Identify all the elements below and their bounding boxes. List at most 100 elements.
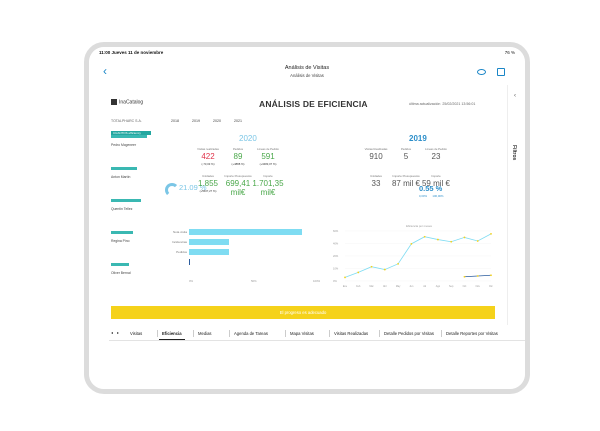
- kpi-card-2019: Visitas Realizadas 910: [359, 147, 393, 161]
- series-point[interactable]: [397, 262, 399, 265]
- battery-text: 76 %: [504, 50, 515, 55]
- kpi-sub: (+3483,07 %): [259, 162, 277, 166]
- y-tick-label: 40%: [333, 242, 339, 246]
- tab-mapa-visitas[interactable]: Mapa Visitas: [290, 331, 314, 336]
- kpi-label: Importe Presupuestos: [224, 174, 252, 178]
- kpi-label: Importe: [431, 174, 441, 178]
- tablet-frame: 11:00 Jueves 11 de noviembre 76 % ‹ Anál…: [84, 42, 530, 394]
- kpi-label: Visitas realizadas: [197, 147, 219, 151]
- kpi-value: 910: [369, 152, 383, 161]
- series-point[interactable]: [476, 275, 479, 277]
- active-person-badge[interactable]: CUANTOS efficiency: [111, 131, 151, 135]
- tab-separator: [193, 330, 194, 337]
- hbar: [189, 259, 191, 265]
- tab-visitas-realizadas[interactable]: Visitas Realizadas: [334, 331, 369, 336]
- series-point[interactable]: [410, 242, 413, 245]
- tab-agenda-de-tareas[interactable]: Agenda de Tareas: [234, 331, 268, 336]
- pct-2019-scale: 0,00% 100,00%: [419, 194, 459, 198]
- series-point[interactable]: [450, 240, 453, 243]
- efficiency-pct-2020: 21.09 %: [179, 183, 207, 192]
- kpi-value: 23: [431, 152, 441, 161]
- hbar: Visitas: [189, 229, 302, 243]
- kpi-value: 1.701,35 mil€: [252, 179, 284, 197]
- person-item[interactable]: Regina Pino: [111, 227, 159, 259]
- page-tabs: ◂ ▸ Visitas Eficiencia Medias Agenda de Tarea…: [109, 327, 525, 341]
- hbar-tick: 50%: [251, 279, 257, 283]
- year-2021[interactable]: 2021: [234, 119, 242, 123]
- kpi-value: 1.855: [197, 179, 219, 188]
- tab-scroll-left-icon[interactable]: ◂: [111, 330, 114, 335]
- year-2020[interactable]: 2020: [213, 119, 221, 123]
- report-canvas: InaCatalog ANÁLISIS DE EFICIENCIA última…: [109, 97, 503, 321]
- person-item[interactable]: Quentin Tellez: [111, 195, 159, 227]
- tab-scroll-right-icon[interactable]: ▸: [117, 330, 120, 335]
- hbar-text: Visitas: [191, 259, 200, 263]
- series-point[interactable]: [437, 238, 439, 241]
- series-point[interactable]: [344, 276, 346, 279]
- nav-subtitle: Análisis de Visitas: [290, 73, 324, 78]
- series-point[interactable]: [463, 275, 466, 278]
- series-line: [344, 233, 492, 278]
- navigation-bar: ‹ Análisis de Visitas Análisis de Visita…: [89, 59, 525, 85]
- logo-text: InaCatalog: [119, 99, 144, 106]
- series-point[interactable]: [476, 240, 479, 242]
- year-2020-header: 2020: [239, 134, 257, 143]
- year-slicer[interactable]: 2018 2019 2020 2021: [171, 119, 254, 123]
- person-bar: [111, 167, 137, 170]
- series-point[interactable]: [370, 265, 373, 268]
- logo-icon: [111, 99, 117, 105]
- efficiency-line-chart: Eficiencia por meses 60% 40% 20% 10% 0% Ene Feb…: [333, 224, 494, 288]
- kpi-card-2020: Líneas de Pedido 591 (+3483,07 %): [251, 147, 285, 166]
- x-tick-label: Oct: [463, 285, 467, 288]
- kpi-value: 591: [261, 152, 275, 161]
- y-tick-label: 60%: [333, 229, 339, 233]
- kpi-label: Líneas de Pedido: [257, 147, 279, 151]
- year-2018[interactable]: 2018: [171, 119, 179, 123]
- efficiency-hbar-chart: Nota visitaVisitasIncidenciasVisitasPedi…: [159, 227, 320, 287]
- series-point[interactable]: [383, 268, 386, 271]
- person-bar: [111, 231, 133, 234]
- person-item[interactable]: Oliver Bernal: [111, 259, 159, 291]
- tab-medias[interactable]: Medias: [198, 331, 212, 336]
- edit-icon[interactable]: [497, 68, 505, 76]
- x-tick-label: Sep: [449, 285, 454, 288]
- status-time: 11:00 Jueves 11 de noviembre: [99, 50, 164, 55]
- person-name: Regina Pino: [111, 239, 130, 243]
- client-slicer[interactable]: TOTALPHARC S.A.: [111, 119, 142, 123]
- kpi-label: Visitas Realizadas: [364, 147, 388, 151]
- tab-detalle-reportes-por-visitas[interactable]: Detalle Reportes por Visitas: [446, 331, 498, 336]
- kpi-label: Líneas de Pedido: [425, 147, 447, 151]
- pct-2019-max: 100,00%: [432, 194, 444, 198]
- series-point[interactable]: [357, 271, 360, 274]
- series-point[interactable]: [490, 274, 492, 277]
- chevron-left-icon[interactable]: ‹: [514, 93, 516, 99]
- tab-visitas[interactable]: Visitas: [130, 331, 143, 336]
- filters-label[interactable]: Filtros: [511, 145, 517, 161]
- series-point[interactable]: [463, 236, 466, 239]
- progress-banner: El progreso es adecuado: [111, 306, 495, 319]
- series-point[interactable]: [423, 235, 426, 238]
- kpi-card-2020: Importe 1.701,35 mil€: [251, 174, 285, 197]
- person-name: Pedro Mcgeneer: [111, 143, 137, 147]
- kpi-label: Unidades: [202, 174, 214, 178]
- tab-eficiencia[interactable]: Eficiencia: [159, 331, 185, 340]
- person-name: Quentin Tellez: [111, 207, 133, 211]
- eye-icon[interactable]: [477, 69, 486, 75]
- last-update: última actualización 25/02/2021 13:56:01: [409, 102, 475, 106]
- series-point[interactable]: [490, 232, 492, 235]
- kpi-label: Unidades: [370, 174, 382, 178]
- year-2019[interactable]: 2019: [192, 119, 200, 123]
- tab-separator: [441, 330, 442, 337]
- hbar: Visitas: [189, 249, 229, 263]
- tab-detalle-pedidos-por-visitas[interactable]: Detalle Pedidos por Visitas: [384, 331, 434, 336]
- linechart-title: Eficiencia por meses: [406, 224, 432, 228]
- person-item[interactable]: Anton Martín: [111, 163, 159, 195]
- kpi-label: Importe: [263, 174, 273, 178]
- filters-pane[interactable]: ‹ Filtros: [507, 85, 525, 325]
- person-name: Oliver Bernal: [111, 271, 131, 275]
- person-item[interactable]: Pedro Mcgeneer: [111, 131, 159, 163]
- pct-2019-min: 0,00%: [419, 194, 427, 198]
- back-chevron-icon[interactable]: ‹: [103, 64, 107, 78]
- person-list: Pedro Mcgeneer Anton Martín Quentin Tell…: [111, 131, 159, 291]
- x-tick-label: May: [396, 285, 401, 288]
